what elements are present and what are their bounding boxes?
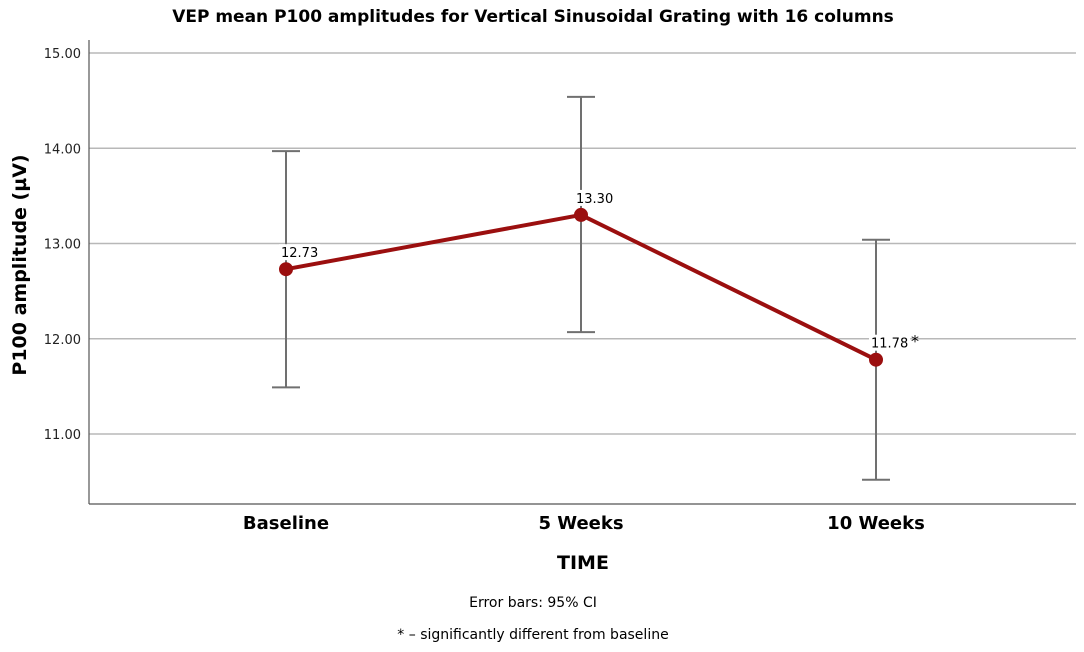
data-point bbox=[869, 352, 883, 367]
y-tick-label: 14.00 bbox=[44, 142, 81, 157]
gridlines bbox=[89, 52, 1076, 435]
data-label: 11.78 bbox=[871, 337, 908, 352]
y-tick-label: 15.00 bbox=[44, 47, 81, 62]
data-label: 13.30 bbox=[576, 192, 613, 207]
data-label-background bbox=[574, 189, 616, 206]
chart-title: VEP mean P100 amplitudes for Vertical Si… bbox=[172, 7, 894, 27]
data-label-background bbox=[279, 244, 321, 261]
y-tick-label: 11.00 bbox=[44, 428, 81, 443]
data-point bbox=[279, 262, 293, 277]
x-tick-label: Baseline bbox=[243, 513, 329, 534]
data-label: 12.73 bbox=[281, 246, 318, 261]
axes bbox=[88, 40, 1076, 505]
x-tick-label: 10 Weeks bbox=[827, 513, 925, 534]
y-tick-label: 13.00 bbox=[44, 238, 81, 253]
data-label-background bbox=[869, 334, 911, 351]
x-axis-label: TIME bbox=[557, 552, 609, 574]
series bbox=[279, 207, 883, 367]
y-axis-label: P100 amplitude (µV) bbox=[9, 154, 31, 375]
x-tick-labels: Baseline 5 Weeks 10 Weeks bbox=[243, 513, 925, 534]
significance-note: * – significantly different from baselin… bbox=[397, 627, 668, 643]
data-point bbox=[574, 207, 588, 222]
data-labels: 12.73 13.30 11.78 * bbox=[279, 189, 919, 352]
y-tick-label: 12.00 bbox=[44, 333, 81, 348]
significance-asterisk: * bbox=[911, 332, 919, 351]
x-tick-label: 5 Weeks bbox=[538, 513, 623, 534]
error-bar-note: Error bars: 95% CI bbox=[469, 595, 597, 611]
error-bars bbox=[272, 95, 890, 481]
y-tick-labels: 11.00 12.00 13.00 14.00 15.00 bbox=[44, 47, 81, 443]
